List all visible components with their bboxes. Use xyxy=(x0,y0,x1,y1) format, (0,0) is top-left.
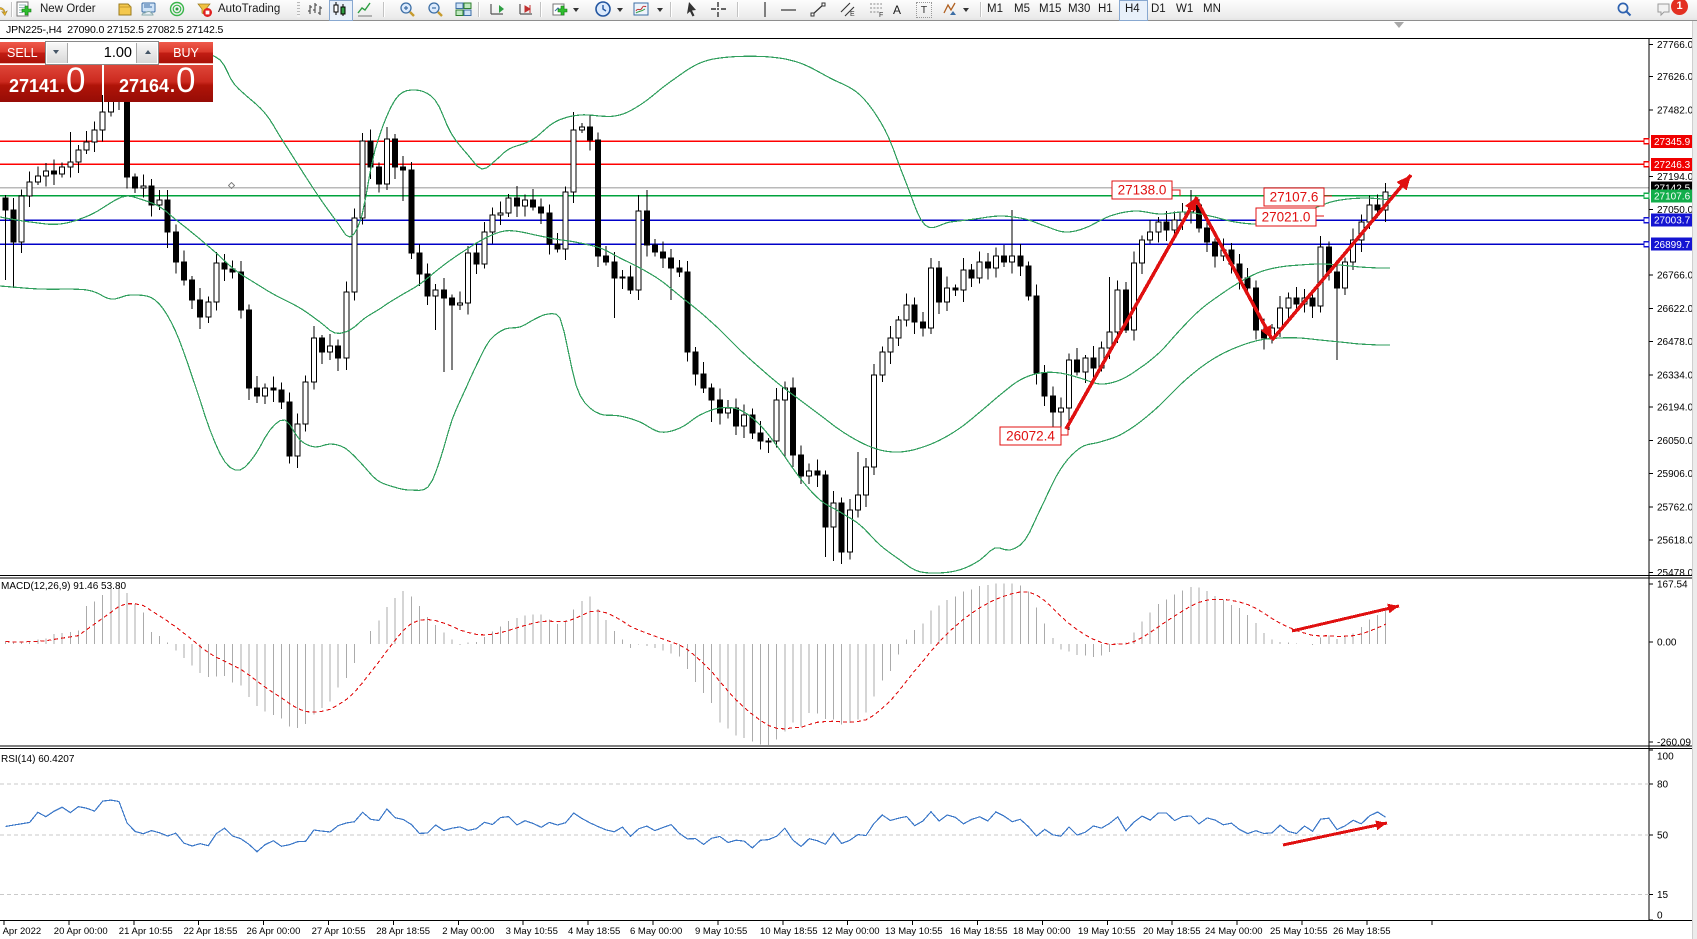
svg-text:20 May 18:55: 20 May 18:55 xyxy=(1143,926,1201,937)
svg-text:9 May 10:55: 9 May 10:55 xyxy=(695,926,747,937)
svg-text:3 May 10:55: 3 May 10:55 xyxy=(506,926,558,937)
svg-text:25618.0: 25618.0 xyxy=(1657,536,1694,547)
svg-text:25478.0: 25478.0 xyxy=(1657,568,1694,579)
svg-text:26 Apr 00:00: 26 Apr 00:00 xyxy=(247,926,301,937)
svg-text:100: 100 xyxy=(1657,752,1674,763)
svg-text:2 May 00:00: 2 May 00:00 xyxy=(442,926,494,937)
svg-text:18 May 00:00: 18 May 00:00 xyxy=(1013,926,1071,937)
svg-text:MACD(12,26,9) 91.46 53.80: MACD(12,26,9) 91.46 53.80 xyxy=(1,581,127,592)
svg-text:27142.5: 27142.5 xyxy=(1654,183,1691,194)
svg-text:27482.0: 27482.0 xyxy=(1657,105,1694,116)
svg-text:25906.0: 25906.0 xyxy=(1657,469,1694,480)
svg-text:25 May 10:55: 25 May 10:55 xyxy=(1270,926,1328,937)
svg-text:27766.0: 27766.0 xyxy=(1657,40,1694,51)
svg-text:12 May 00:00: 12 May 00:00 xyxy=(822,926,880,937)
svg-text:26194.0: 26194.0 xyxy=(1657,403,1694,414)
svg-text:22 Apr 18:55: 22 Apr 18:55 xyxy=(184,926,238,937)
svg-text:25762.0: 25762.0 xyxy=(1657,502,1694,513)
svg-text:0.00: 0.00 xyxy=(1657,638,1677,649)
svg-text:26050.0: 26050.0 xyxy=(1657,436,1694,447)
svg-text:0: 0 xyxy=(1657,911,1663,922)
svg-text:10 May 18:55: 10 May 18:55 xyxy=(760,926,818,937)
svg-text:27246.3: 27246.3 xyxy=(1654,160,1691,171)
svg-text:F: F xyxy=(879,12,883,18)
svg-text:80: 80 xyxy=(1657,780,1669,791)
svg-text:RSI(14) 60.4207: RSI(14) 60.4207 xyxy=(1,754,75,765)
svg-text:27345.9: 27345.9 xyxy=(1654,137,1691,148)
svg-text:24 May 00:00: 24 May 00:00 xyxy=(1205,926,1263,937)
svg-text:27050.0: 27050.0 xyxy=(1657,205,1694,216)
svg-text:26 May 18:55: 26 May 18:55 xyxy=(1333,926,1391,937)
svg-text:27003.7: 27003.7 xyxy=(1654,216,1691,227)
svg-text:27 Apr 10:55: 27 Apr 10:55 xyxy=(312,926,366,937)
svg-text:26334.0: 26334.0 xyxy=(1657,370,1694,381)
svg-text:19 May 10:55: 19 May 10:55 xyxy=(1078,926,1136,937)
svg-text:27021.0: 27021.0 xyxy=(1262,210,1311,225)
svg-text:26622.0: 26622.0 xyxy=(1657,304,1694,315)
svg-text:27107.6: 27107.6 xyxy=(1654,191,1691,202)
svg-text:50: 50 xyxy=(1657,831,1669,842)
svg-text:27107.6: 27107.6 xyxy=(1270,190,1319,205)
svg-text:28 Apr 18:55: 28 Apr 18:55 xyxy=(376,926,430,937)
svg-text:27194.0: 27194.0 xyxy=(1657,172,1694,183)
svg-text:-260.09: -260.09 xyxy=(1657,738,1691,749)
svg-text:6 May 00:00: 6 May 00:00 xyxy=(630,926,682,937)
svg-text:15: 15 xyxy=(1657,890,1669,901)
svg-text:Apr 2022: Apr 2022 xyxy=(3,926,42,937)
svg-text:4 May 18:55: 4 May 18:55 xyxy=(568,926,620,937)
svg-text:26899.7: 26899.7 xyxy=(1654,240,1691,251)
svg-text:26478.0: 26478.0 xyxy=(1657,337,1694,348)
svg-text:13 May 10:55: 13 May 10:55 xyxy=(885,926,943,937)
svg-text:27626.0: 27626.0 xyxy=(1657,72,1694,83)
svg-text:26766.0: 26766.0 xyxy=(1657,271,1694,282)
svg-text:E: E xyxy=(850,11,855,18)
svg-text:26072.4: 26072.4 xyxy=(1006,429,1055,444)
svg-text:21 Apr 10:55: 21 Apr 10:55 xyxy=(119,926,173,937)
svg-text:27138.0: 27138.0 xyxy=(1118,183,1167,198)
svg-text:16 May 18:55: 16 May 18:55 xyxy=(950,926,1008,937)
svg-text:167.54: 167.54 xyxy=(1657,580,1688,591)
svg-text:20 Apr 00:00: 20 Apr 00:00 xyxy=(54,926,108,937)
